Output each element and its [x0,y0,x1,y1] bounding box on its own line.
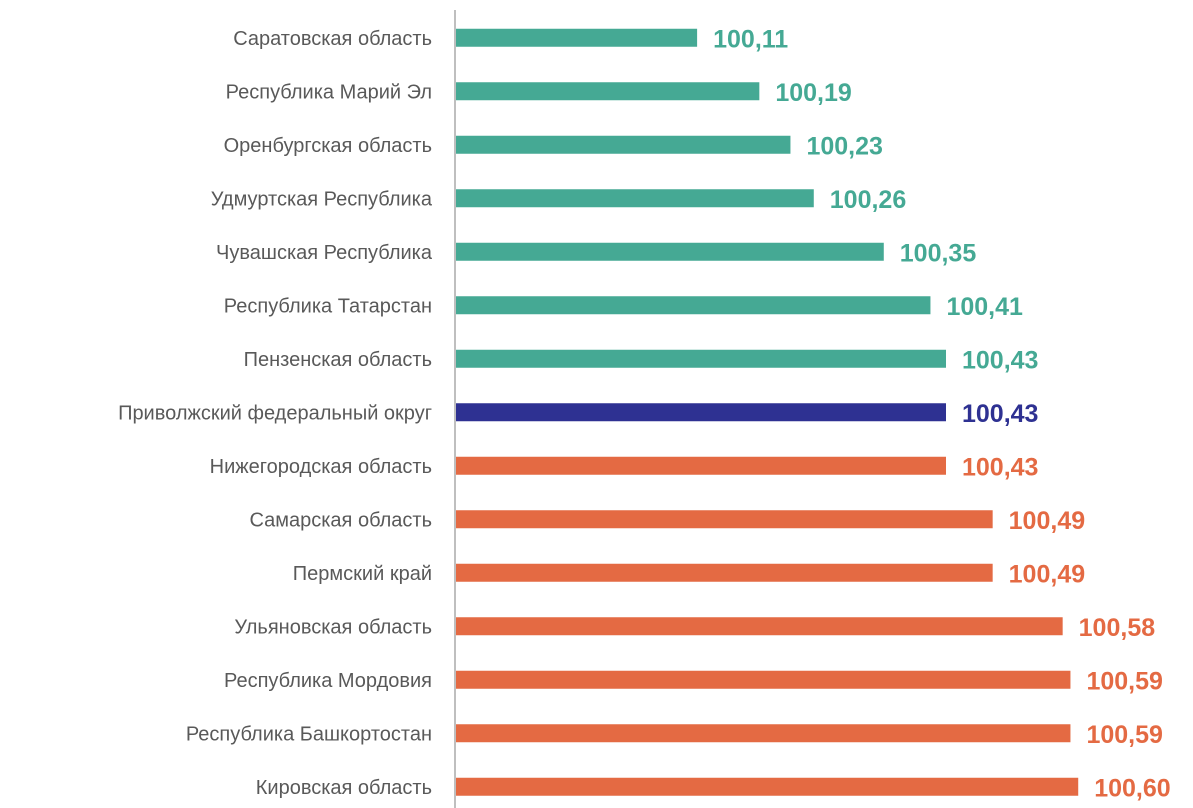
category-label: Республика Башкортостан [186,724,432,746]
value-label: 100,49 [1009,507,1085,535]
value-label: 100,60 [1094,774,1170,802]
value-label: 100,59 [1086,721,1162,749]
bar [456,510,993,529]
category-label: Оренбургская область [224,135,432,157]
bar [456,28,698,47]
value-label: 100,58 [1079,614,1156,642]
value-label: 100,23 [806,132,882,160]
category-label: Пермский край [293,563,432,585]
category-label: Ульяновская область [234,617,432,639]
value-label: 100,43 [962,346,1038,374]
value-label: 100,11 [713,25,788,53]
category-label: Удмуртская Республика [211,189,433,211]
value-label: 100,26 [830,186,906,214]
value-label: 100,19 [775,79,851,107]
value-label: 100,49 [1009,560,1085,588]
bar [456,617,1063,636]
bar [456,724,1071,743]
category-label: Пензенская область [244,349,432,371]
bar [456,296,931,315]
bar [456,82,760,101]
bar [456,189,814,208]
value-label: 100,43 [962,400,1038,428]
bar [456,670,1071,689]
bar [456,403,946,422]
value-label: 100,35 [900,239,977,267]
category-label: Чувашская Республика [216,242,433,264]
bar [456,777,1079,796]
value-label: 100,43 [962,453,1038,481]
category-label: Саратовская область [233,28,432,50]
category-label: Самарская область [249,510,432,532]
value-label: 100,59 [1086,667,1162,695]
bar [456,349,946,368]
bar [456,563,993,582]
category-label: Республика Марий Эл [226,82,432,104]
category-label: Республика Мордовия [224,670,432,692]
bar [456,135,791,154]
value-label: 100,41 [946,293,1023,321]
category-label: Республика Татарстан [224,296,432,318]
bar [456,242,884,261]
bar [456,456,946,475]
category-label: Приволжский федеральный округ [118,403,432,425]
category-label: Нижегородская область [210,456,432,478]
category-label: Кировская область [256,777,432,799]
